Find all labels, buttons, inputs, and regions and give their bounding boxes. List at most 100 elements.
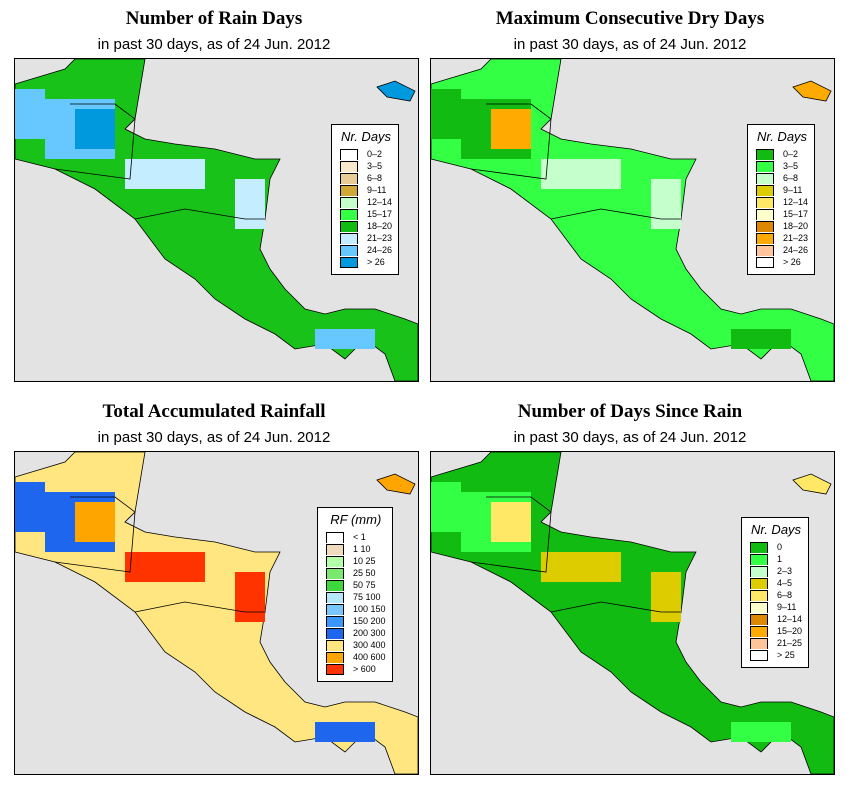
legend-label: 18–20 [783, 221, 809, 231]
data-patch [125, 159, 205, 189]
legend-swatch [750, 649, 768, 661]
legend-item: 75 100 [326, 591, 386, 603]
map-panel: RF (mm) < 1 1 10 10 25 25 50 50 75 75 100 100 … [14, 451, 419, 775]
legend-label: 6–8 [367, 173, 383, 183]
legend-swatch [326, 651, 344, 663]
country-border [470, 496, 552, 573]
legend-swatch [750, 553, 768, 565]
legend-item: 3–5 [756, 160, 808, 172]
data-patch [235, 572, 265, 622]
legend-swatch [756, 256, 774, 268]
legend-swatch [756, 220, 774, 232]
legend-label: 24–26 [783, 245, 809, 255]
legend-item: 18–20 [756, 220, 808, 232]
legend-item: 15–20 [750, 625, 802, 637]
data-patch [15, 482, 45, 532]
legend-swatch [326, 603, 344, 615]
data-patch [731, 329, 791, 349]
legend-swatch [756, 184, 774, 196]
panel-subtitle: in past 30 days, as of 24 Jun. 2012 [97, 429, 331, 446]
legend-item: 6–8 [756, 172, 808, 184]
legend-label: 0–2 [783, 149, 799, 159]
legend-label: 0 [777, 542, 783, 552]
jamaica [376, 80, 416, 102]
legend-swatch [756, 172, 774, 184]
land-area [15, 59, 418, 381]
legend-item: 12–14 [750, 613, 802, 625]
legend-label: 18–20 [367, 221, 393, 231]
legend-swatch [756, 148, 774, 160]
legend-item: > 25 [750, 649, 802, 661]
panel-title: Maximum Consecutive Dry Days [495, 8, 765, 29]
legend-label: 12–14 [783, 197, 809, 207]
legend-label: > 26 [367, 257, 385, 267]
legend-label: 21–23 [367, 233, 393, 243]
legend-label: 50 75 [353, 580, 376, 590]
legend-label: 1 10 [353, 544, 371, 554]
map [15, 59, 418, 381]
legend-swatch [326, 579, 344, 591]
legend-item: > 26 [756, 256, 808, 268]
legend-item: 12–14 [756, 196, 808, 208]
legend-swatch [340, 232, 358, 244]
legend-label: 9–11 [777, 602, 797, 612]
legend-swatch [756, 208, 774, 220]
jamaica [376, 473, 416, 495]
legend-title: Nr. Days [340, 129, 392, 144]
legend-item: 3–5 [340, 160, 392, 172]
legend-item: 2–3 [750, 565, 802, 577]
legend-swatch [340, 256, 358, 268]
map-panel: Nr. Days 0–2 3–5 6–8 9–11 12–14 15–17 18–20 21–… [430, 58, 835, 382]
panel-title: Total Accumulated Rainfall [102, 401, 326, 422]
legend-item: 200 300 [326, 627, 386, 639]
legend-label: 25 50 [353, 568, 376, 578]
data-patch [235, 179, 265, 229]
data-patch [75, 109, 115, 149]
legend-label: 2–3 [777, 566, 793, 576]
legend: RF (mm) < 1 1 10 10 25 25 50 50 75 75 100 100 … [317, 507, 393, 682]
legend-label: 12–14 [367, 197, 393, 207]
legend-item: 9–11 [756, 184, 808, 196]
legend-label: 21–23 [783, 233, 809, 243]
legend-label: > 26 [783, 257, 801, 267]
legend-swatch [750, 577, 768, 589]
data-patch [431, 482, 461, 532]
legend-title: Nr. Days [756, 129, 808, 144]
legend-item: < 1 [326, 531, 386, 543]
legend-label: 0–2 [367, 149, 383, 159]
jamaica [792, 473, 832, 495]
country-border [470, 103, 552, 180]
legend-label: 6–8 [777, 590, 793, 600]
legend-swatch [326, 531, 344, 543]
legend-label: 100 150 [353, 604, 386, 614]
legend-item: 21–23 [756, 232, 808, 244]
legend-swatch [326, 555, 344, 567]
data-patch [541, 552, 621, 582]
legend-swatch [340, 160, 358, 172]
country-border [550, 208, 681, 220]
legend-label: 21–25 [777, 638, 803, 648]
legend-item: 1 10 [326, 543, 386, 555]
data-patch [651, 179, 681, 229]
legend-swatch [340, 184, 358, 196]
legend-swatch [326, 615, 344, 627]
legend-swatch [750, 637, 768, 649]
legend-swatch [340, 208, 358, 220]
legend-swatch [340, 172, 358, 184]
legend-swatch [340, 148, 358, 160]
legend-item: 6–8 [750, 589, 802, 601]
legend-item: 9–11 [750, 601, 802, 613]
data-patch [491, 109, 531, 149]
legend-title: RF (mm) [330, 512, 382, 527]
panel-title: Number of Days Since Rain [517, 401, 743, 422]
data-patch [431, 89, 461, 139]
legend: Nr. Days 0–2 3–5 6–8 9–11 12–14 15–17 18–20 21–… [331, 124, 400, 275]
legend-swatch [340, 220, 358, 232]
country-border [54, 496, 136, 573]
legend-label: 6–8 [783, 173, 799, 183]
legend-item: 21–25 [750, 637, 802, 649]
legend-swatch [750, 541, 768, 553]
legend-label: 200 300 [353, 628, 386, 638]
legend-item: 50 75 [326, 579, 386, 591]
legend-label: 3–5 [783, 161, 799, 171]
